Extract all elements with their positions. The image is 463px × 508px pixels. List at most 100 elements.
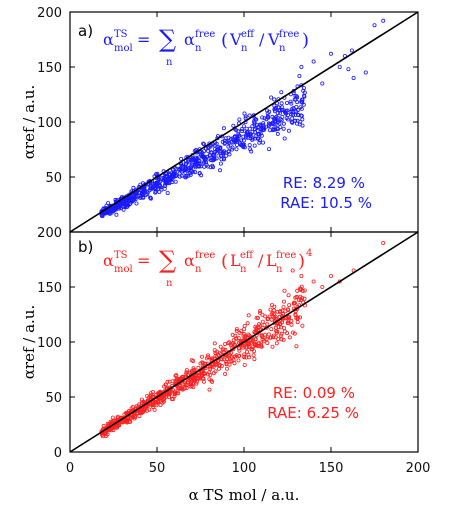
data-point [311,279,316,284]
y-tick-label: 200 [37,226,62,241]
formula-b-v2: L [266,251,277,270]
data-point [278,321,283,326]
formula-b-eq: = [137,251,150,270]
data-point [230,145,235,150]
formula-a-sum: ∑ [159,25,176,53]
data-point [109,428,114,433]
data-point [289,322,294,327]
panel-b-rae: RAE: 6.25 % [267,404,359,422]
data-point [219,363,224,368]
panel-a-rae: RAE: 10.5 % [280,194,372,212]
y-tick-label: 100 [37,336,62,351]
data-point [242,355,247,360]
data-point [337,65,342,70]
data-point [247,355,252,360]
data-point [248,147,253,152]
data-point [117,206,122,211]
data-point [134,201,139,206]
data-point [214,141,219,146]
data-point [254,342,259,347]
data-point [123,415,128,420]
data-point [223,347,228,352]
y-tick-label: 150 [37,281,62,296]
data-point [216,366,221,371]
data-point [289,107,294,112]
formula-b-lhs-sup: TS [114,250,128,261]
data-point [298,286,303,291]
data-point [294,344,299,349]
data-point [372,23,377,28]
data-point [298,119,303,124]
data-point [145,393,150,398]
data-point [244,345,249,350]
data-point [155,399,160,404]
formula-a-v1-sub: n [241,43,248,54]
data-point [260,333,265,338]
data-point [264,337,269,342]
data-point [328,273,333,278]
formula-b-v1-sup: eff [240,250,254,261]
data-point [271,122,276,127]
data-point [151,405,156,410]
data-point [237,348,242,353]
data-point [281,126,286,131]
data-point [237,346,242,351]
data-point [209,356,214,361]
data-point [241,327,246,332]
formula-b-slash: / [258,251,264,270]
data-point [154,403,159,408]
data-point [170,379,175,384]
data-point [275,329,280,334]
data-point [293,97,298,102]
data-point [231,123,236,128]
data-point [206,355,211,360]
data-point [193,170,198,175]
x-tick-label: 0 [66,461,74,476]
data-point [227,356,232,361]
data-point [272,97,277,102]
data-point [202,361,207,366]
data-point [260,319,265,324]
data-point [106,209,111,214]
data-point [274,114,279,119]
data-point [141,189,146,194]
data-point [257,310,262,315]
data-point [245,321,250,326]
data-point [281,337,286,342]
data-point [211,152,216,157]
data-point [133,197,138,202]
data-point [224,361,229,366]
data-point [289,112,294,117]
data-point [173,378,178,383]
y-tick-label: 100 [37,116,62,131]
data-point [227,140,232,145]
data-point [255,136,260,141]
data-point [168,177,173,182]
formula-a-v2-sub: n [279,43,286,54]
data-point [272,107,277,112]
y-tick-label: 50 [45,391,62,406]
data-point [129,415,134,420]
data-point [261,339,266,344]
data-point [184,161,189,166]
data-point [201,379,206,384]
data-point [278,309,283,314]
panel-b-label: b) [78,238,93,256]
data-point [247,113,252,118]
formula-a-v2: V [267,30,280,49]
data-point [188,171,193,176]
formula-b-sum-sub: n [166,278,173,289]
data-point [131,415,136,420]
data-point [207,377,212,382]
data-point [114,212,119,217]
data-point [272,315,277,320]
data-point [180,386,185,391]
data-point [381,18,386,23]
data-point [269,327,274,332]
panel-a-reference-line [69,11,419,233]
data-point [250,129,255,134]
data-point [249,347,254,352]
data-point [137,414,142,419]
data-point [231,338,236,343]
data-point [194,381,199,386]
